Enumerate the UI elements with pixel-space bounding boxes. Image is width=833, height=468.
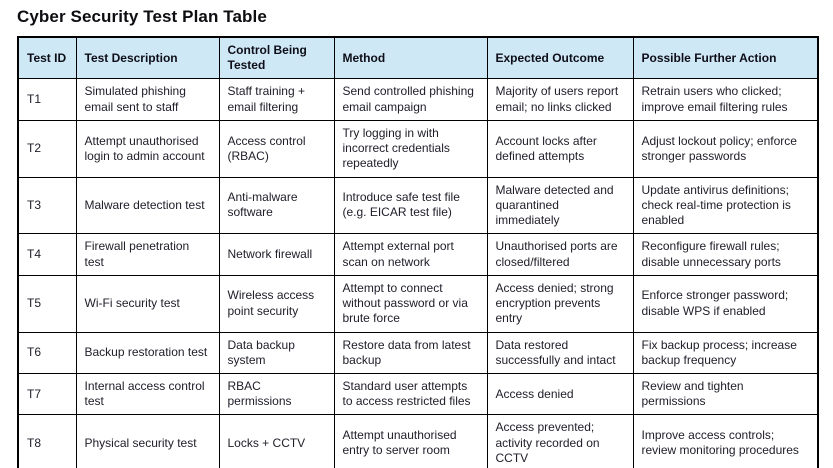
table-cell: Unauthorised ports are closed/filtered: [486, 233, 634, 276]
table-cell: Malware detected and quarantined immedia…: [486, 176, 634, 235]
table-body: T1 Simulated phishing email sent to staff…: [17, 78, 819, 468]
column-header: Control Being Tested: [218, 36, 335, 80]
table-cell: Reconfigure firewall rules; disable unne…: [632, 233, 819, 276]
table-cell: Access control (RBAC): [218, 119, 335, 178]
column-header: Possible Further Action: [632, 36, 819, 80]
table-row: T2 Attempt unauthorised login to admin ac…: [17, 119, 819, 178]
table-cell: Staff training + email filtering: [218, 78, 335, 121]
table-cell: Restore data from latest backup: [333, 331, 488, 374]
table-row: T4 Firewall penetration test Network firew…: [17, 233, 819, 276]
table-row: T1 Simulated phishing email sent to staff…: [17, 78, 819, 121]
column-header: Test ID: [17, 36, 77, 80]
test-id-cell: T6: [17, 331, 77, 374]
table-cell: Wi-Fi security test: [75, 274, 220, 333]
column-header: Test Description: [75, 36, 220, 80]
table-cell: Fix backup process; increase backup freq…: [632, 331, 819, 374]
cyber-security-test-plan-table: Test ID Test Description Control Being Tes…: [17, 36, 819, 468]
table-cell: Attempt to connect without password or v…: [333, 274, 488, 333]
table-cell: Anti-malware software: [218, 176, 335, 235]
table-cell: Simulated phishing email sent to staff: [75, 78, 220, 121]
table-cell: Access denied; strong encryption prevent…: [486, 274, 634, 333]
table-cell: Attempt external port scan on network: [333, 233, 488, 276]
table-cell: Data restored successfully and intact: [486, 331, 634, 374]
table-row: T5 Wi-Fi security test Wireless access poi…: [17, 274, 819, 333]
table-cell: Improve access controls; review monitori…: [632, 414, 819, 468]
table-row: T8 Physical security test Locks + CCTV Atte…: [17, 414, 819, 468]
table-row: T3 Malware detection test Anti-malware sof…: [17, 176, 819, 235]
test-id-cell: T3: [17, 176, 77, 235]
table-cell: Attempt unauthorised login to admin acco…: [75, 119, 220, 178]
table-cell: Locks + CCTV: [218, 414, 335, 468]
table-cell: Access denied: [486, 372, 634, 416]
table-cell: Account locks after defined attempts: [486, 119, 634, 178]
test-id-cell: T5: [17, 274, 77, 333]
table-cell: Try logging in with incorrect credential…: [333, 119, 488, 178]
table-cell: Firewall penetration test: [75, 233, 220, 276]
page-title: Cyber Security Test Plan Table: [17, 7, 267, 26]
table-cell: Data backup system: [218, 331, 335, 374]
test-id-cell: T8: [17, 414, 77, 468]
test-id-cell: T7: [17, 372, 77, 416]
table-cell: Wireless access point security: [218, 274, 335, 333]
table-cell: Update antivirus definitions; check real…: [632, 176, 819, 235]
table-cell: Internal access control test: [75, 372, 220, 416]
column-header: Method: [333, 36, 488, 80]
table-cell: Access prevented; activity recorded on C…: [486, 414, 634, 468]
table-cell: Review and tighten permissions: [632, 372, 819, 416]
table-row: T6 Backup restoration test Data backup sys…: [17, 331, 819, 374]
table-cell: RBAC permissions: [218, 372, 335, 416]
table-header-row: Test ID Test Description Control Being Tes…: [17, 36, 819, 80]
table-cell: Network firewall: [218, 233, 335, 276]
table-row: T7 Internal access control test RBAC permi…: [17, 372, 819, 416]
table-cell: Attempt unauthorised entry to server roo…: [333, 414, 488, 468]
test-id-cell: T2: [17, 119, 77, 178]
column-header: Expected Outcome: [486, 36, 634, 80]
table-cell: Send controlled phishing email campaign: [333, 78, 488, 121]
table-cell: Retrain users who clicked; improve email…: [632, 78, 819, 121]
table-cell: Standard user attempts to access restric…: [333, 372, 488, 416]
table-cell: Adjust lockout policy; enforce stronger …: [632, 119, 819, 178]
table-cell: Backup restoration test: [75, 331, 220, 374]
table-cell: Majority of users report email; no links…: [486, 78, 634, 121]
table-cell: Enforce stronger password; disable WPS i…: [632, 274, 819, 333]
table-cell: Malware detection test: [75, 176, 220, 235]
table-cell: Physical security test: [75, 414, 220, 468]
test-id-cell: T1: [17, 78, 77, 121]
table-cell: Introduce safe test file (e.g. EICAR tes…: [333, 176, 488, 235]
test-id-cell: T4: [17, 233, 77, 276]
